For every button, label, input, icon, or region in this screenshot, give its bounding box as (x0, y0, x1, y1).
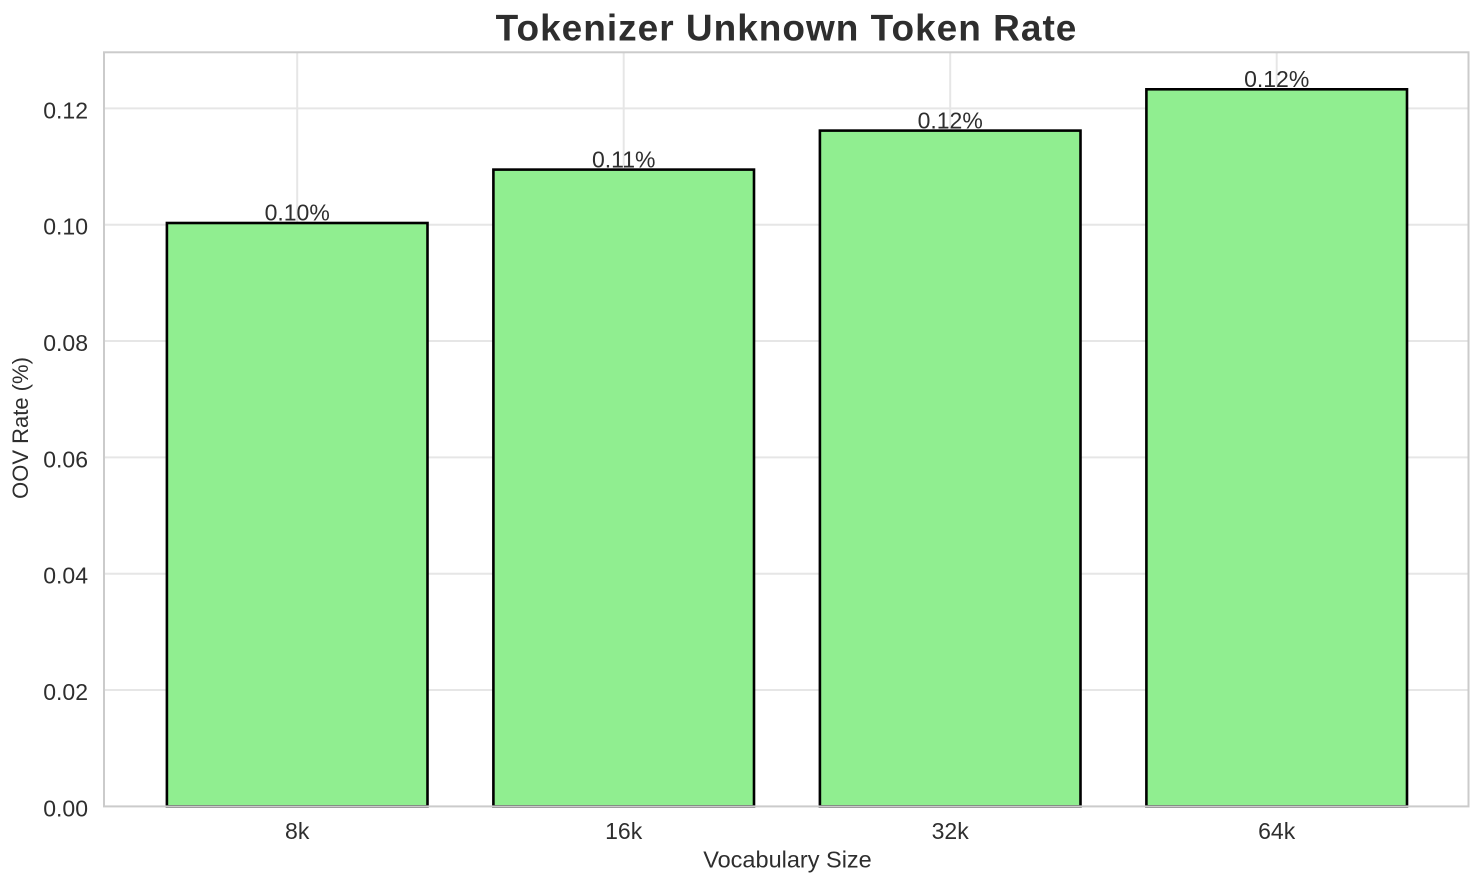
svg-text:0.08: 0.08 (43, 330, 88, 356)
svg-text:0.04: 0.04 (43, 563, 88, 589)
svg-text:16k: 16k (605, 818, 643, 844)
svg-text:8k: 8k (285, 818, 310, 844)
svg-text:0.02: 0.02 (43, 679, 88, 705)
svg-text:0.11%: 0.11% (592, 146, 656, 172)
svg-text:0.12%: 0.12% (918, 107, 983, 133)
svg-text:Vocabulary Size: Vocabulary Size (703, 846, 872, 872)
svg-text:0.00: 0.00 (43, 795, 88, 821)
svg-text:32k: 32k (932, 818, 970, 844)
svg-text:0.12%: 0.12% (1244, 66, 1309, 92)
svg-text:0.12: 0.12 (43, 97, 88, 123)
svg-text:Tokenizer Unknown Token Rate: Tokenizer Unknown Token Rate (496, 7, 1078, 48)
svg-text:OOV Rate (%): OOV Rate (%) (8, 357, 33, 499)
svg-text:0.10: 0.10 (43, 214, 88, 240)
svg-text:0.10%: 0.10% (265, 200, 330, 226)
svg-text:64k: 64k (1258, 818, 1296, 844)
svg-text:0.06: 0.06 (43, 446, 88, 472)
